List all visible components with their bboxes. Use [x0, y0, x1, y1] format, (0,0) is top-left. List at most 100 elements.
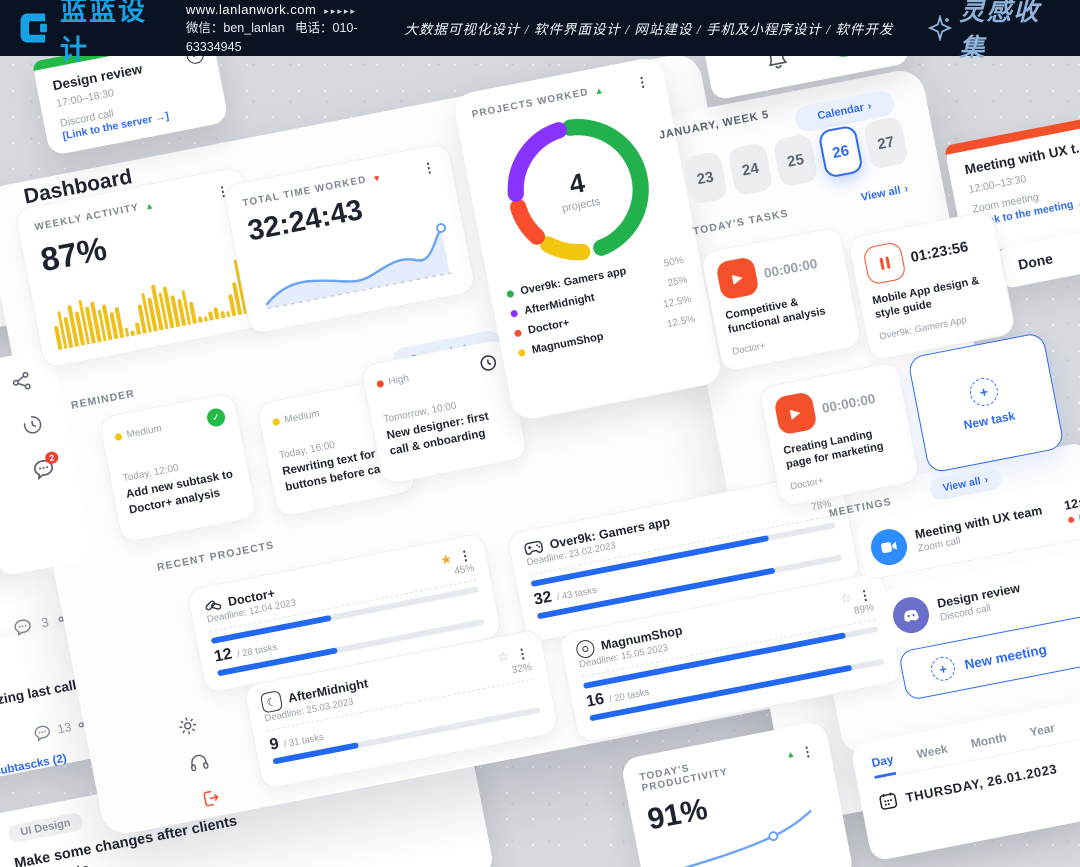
- priority-dot: [114, 432, 123, 441]
- tag-badge: UI Design: [7, 811, 84, 844]
- donut-center-value: 4: [566, 167, 588, 200]
- services-list: 大数据可视化设计 / 软件界面设计 / 网站建设 / 手机及小程序设计 / 软件…: [404, 22, 894, 37]
- subtasks-link[interactable]: New subtascks (2): [0, 752, 68, 783]
- kebab-menu-icon[interactable]: ⋮: [514, 644, 531, 662]
- project-pct: 32%: [510, 661, 533, 677]
- day-cell[interactable]: 24: [727, 141, 774, 197]
- tab-year[interactable]: Year: [1028, 720, 1057, 740]
- share-nodes-icon[interactable]: [11, 371, 33, 393]
- pills-icon: [203, 595, 223, 615]
- reminder-card[interactable]: Medium ✓ Today, 12:00 Add new subtask to…: [98, 391, 258, 544]
- tab-day[interactable]: Day: [870, 752, 897, 779]
- kebab-menu-icon[interactable]: ⋮: [457, 547, 473, 565]
- meeting-time: 12:00: [1062, 492, 1080, 513]
- trend-down-icon: ▼: [371, 172, 383, 184]
- website-url[interactable]: www.lanlanwork.com: [185, 1, 317, 17]
- gamepad-icon: [523, 539, 544, 556]
- period-card: Day Week Month Year THURSDAY, 26.01.2023: [850, 698, 1080, 862]
- legend-pct: 25%: [666, 274, 689, 289]
- tasks-done: 12: [212, 645, 234, 666]
- chat-badge: 2: [44, 450, 60, 465]
- done-check-icon[interactable]: ✓: [205, 406, 227, 429]
- priority-label: High: [387, 373, 410, 388]
- tasks-total: / 43 tasks: [555, 584, 598, 604]
- view-all-label: View all: [941, 475, 982, 495]
- star-icon[interactable]: ☆: [838, 589, 853, 607]
- tasks-done: 16: [584, 690, 606, 711]
- star-icon[interactable]: ☆: [496, 647, 511, 665]
- productivity-card: TODAY'S PRODUCTIVITY ▲ ⋮ 91%: [620, 720, 855, 867]
- legend-name: Doctor+: [527, 316, 571, 337]
- new-meeting-label: New meeting: [963, 641, 1048, 672]
- priority-label: Medium: [125, 422, 163, 441]
- task-timer: 00:00:00: [762, 255, 819, 281]
- chevron-right-icon: ›: [866, 100, 873, 113]
- play-button[interactable]: ▶: [773, 391, 818, 436]
- task-timer: 00:00:00: [820, 390, 877, 416]
- arrows-decoration: ▸▸▸▸▸: [324, 5, 357, 16]
- legend-dot: [506, 289, 515, 298]
- calendar-button-label: Calendar: [816, 101, 866, 123]
- legend-dot: [509, 309, 519, 318]
- brand-header: 蓝蓝设计 www.lanlanwork.com ▸▸▸▸▸ 微信：ben_lanl…: [0, 0, 1080, 65]
- chat-icon[interactable]: 2: [32, 450, 60, 481]
- pause-button[interactable]: [862, 241, 907, 286]
- add-meeting-icon: +: [928, 654, 958, 683]
- kebab-menu-icon[interactable]: ⋮: [856, 586, 873, 604]
- tasks-total: / 31 tasks: [282, 731, 325, 751]
- trend-up-icon: ▲: [785, 748, 796, 761]
- chevron-right-icon: ›: [983, 473, 990, 487]
- total-time-card: TOTAL TIME WORKED ▼ ⋮ 32:24:43: [222, 142, 477, 336]
- star-icon[interactable]: ★: [438, 550, 454, 568]
- comments-icon: [33, 724, 53, 742]
- done-label: Done: [1016, 250, 1055, 273]
- kebab-menu-icon[interactable]: ⋮: [420, 159, 437, 177]
- logout-icon[interactable]: [199, 787, 221, 809]
- trend-up-icon: ▲: [143, 199, 155, 212]
- lanlan-logo-icon: [18, 11, 52, 45]
- clock-icon[interactable]: [478, 353, 498, 373]
- meeting-row[interactable]: Design review Discord call 17:00: [878, 544, 1080, 649]
- tasks-done: 32: [532, 588, 554, 609]
- project-card-over9k[interactable]: Over9k: Gamers app ★ ⋮ Deadline: 23.02.2…: [506, 469, 862, 644]
- productivity-line-chart: [668, 809, 812, 867]
- meeting-row[interactable]: Meeting with UX team Zoom call 12:00 Hig…: [856, 476, 1080, 581]
- project-pct: 45%: [453, 562, 476, 578]
- phone-number: 电话：010-63334945: [185, 21, 358, 54]
- support-headset-icon[interactable]: [187, 751, 210, 774]
- reminder-card[interactable]: High Tomorrow, 10:00 New designer: first…: [360, 337, 529, 486]
- task-card[interactable]: 01:23:56 Mobile App design & style guide…: [847, 209, 1017, 362]
- kebab-menu-icon[interactable]: ⋮: [634, 73, 651, 91]
- wechat-id: 微信：ben_lanlan: [185, 21, 285, 35]
- legend-dot: [513, 328, 522, 337]
- project-card-doctor[interactable]: Doctor+ ★ ⋮ Deadline: 12.04.2023 45% 12 …: [186, 532, 503, 695]
- task-timer: 01:23:56: [909, 239, 970, 267]
- comments-count: 13: [56, 720, 73, 737]
- collect-label: 灵感收集: [959, 0, 1041, 62]
- calendar-icon: [878, 790, 899, 811]
- day-cell-active[interactable]: 26: [817, 124, 864, 179]
- new-task-label: New task: [962, 408, 1017, 433]
- priority-dot: [1068, 516, 1076, 524]
- tasks-total: / 20 tasks: [608, 686, 651, 706]
- legend-pct: 12.5%: [666, 313, 697, 330]
- tab-month[interactable]: Month: [969, 730, 1008, 751]
- project-pct: 89%: [853, 602, 875, 617]
- play-button[interactable]: ▶: [715, 256, 760, 301]
- settings-gear-icon[interactable]: [176, 714, 199, 737]
- day-cell[interactable]: 23: [682, 150, 729, 206]
- history-icon[interactable]: [21, 413, 44, 436]
- comments-count: 3: [39, 614, 50, 631]
- legend-dot: [517, 348, 526, 357]
- tasks-done: 9: [268, 735, 281, 754]
- legend-pct: 12.5%: [662, 293, 693, 310]
- tasks-total: / 28 tasks: [236, 641, 279, 661]
- day-cell[interactable]: 25: [772, 133, 819, 188]
- sidebar-rail-bottom: [176, 710, 238, 835]
- legend-pct: 50%: [662, 254, 685, 270]
- tab-week[interactable]: Week: [915, 741, 949, 762]
- projects-worked-card: PROJECTS WORKED ▲ ⋮ 4 projects Over9k: G…: [452, 55, 724, 422]
- kebab-menu-icon[interactable]: ⋮: [799, 742, 816, 760]
- logo-text: 蓝蓝设计: [60, 0, 147, 65]
- discord-icon: [889, 594, 933, 637]
